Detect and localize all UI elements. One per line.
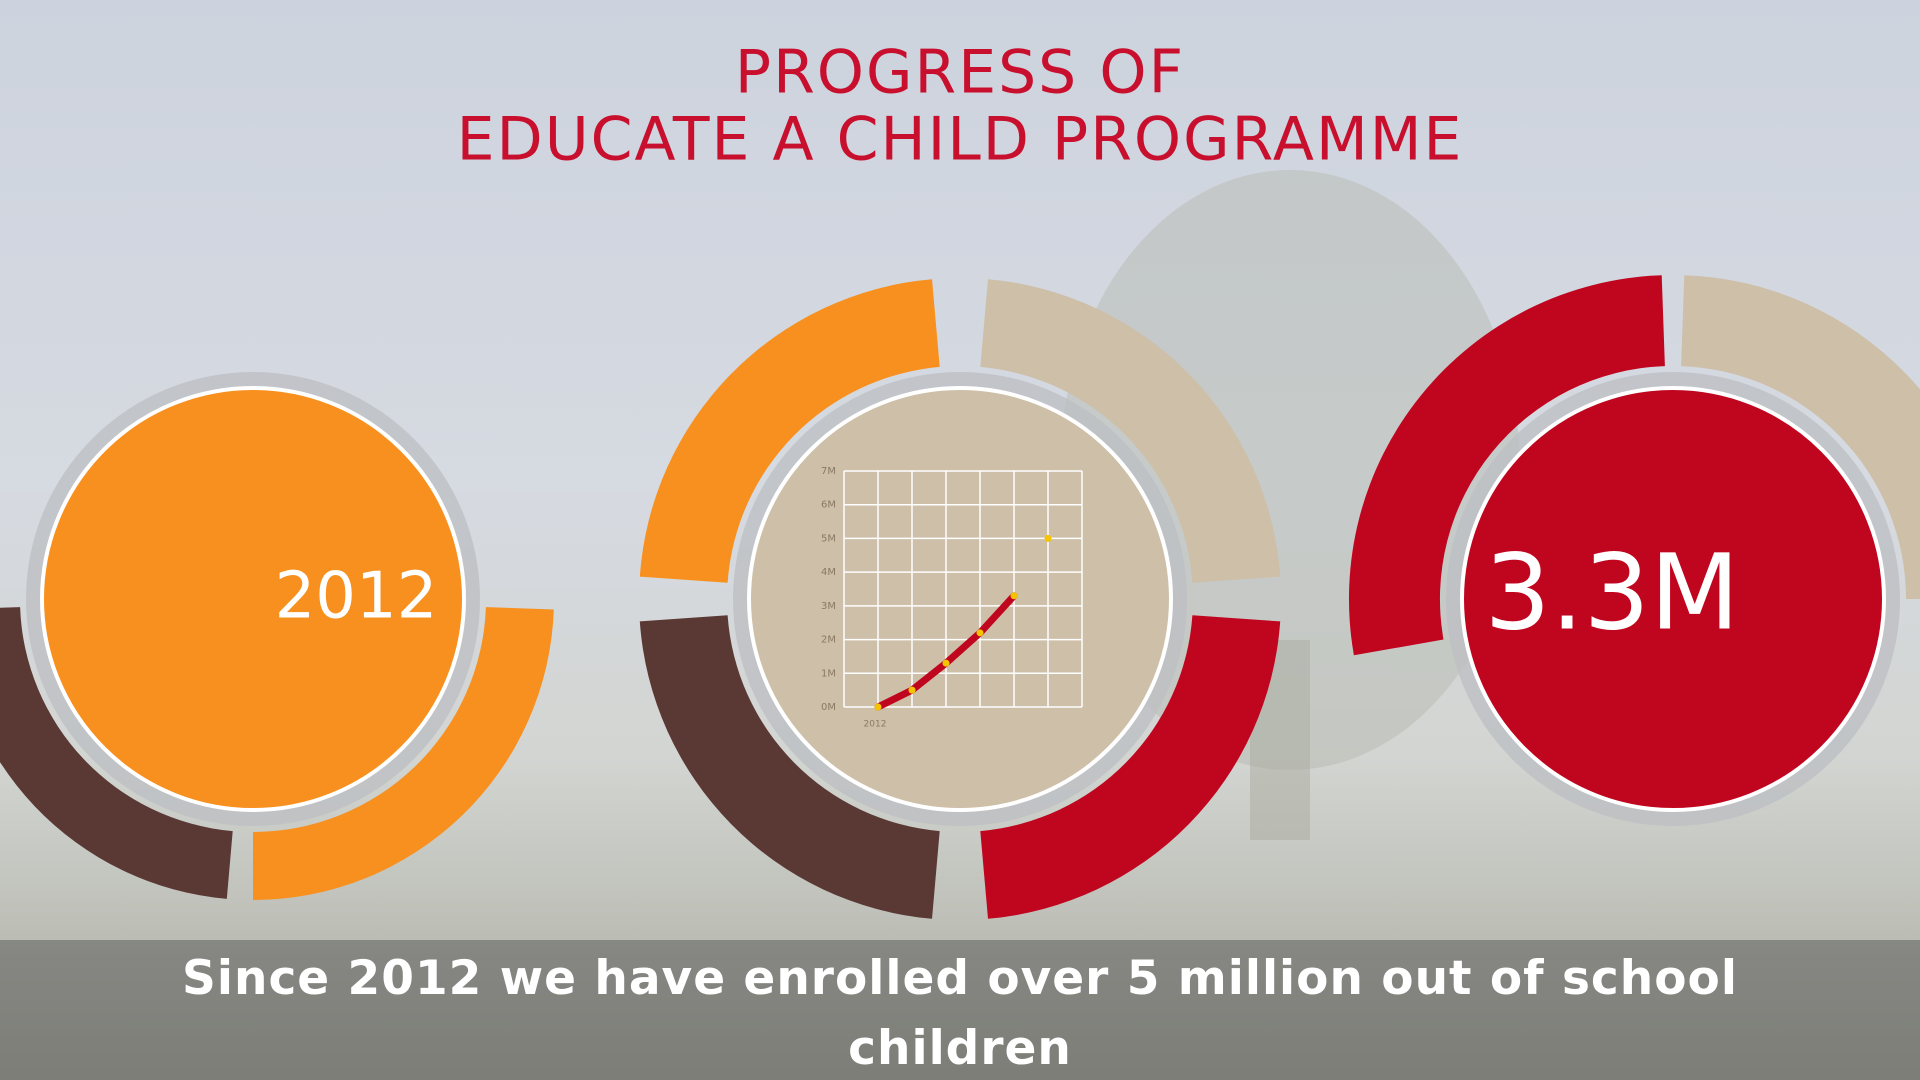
data-point xyxy=(976,629,984,637)
ring-segment xyxy=(0,607,233,899)
y-tick-label: 3M xyxy=(821,601,836,612)
y-tick-label: 0M xyxy=(821,702,836,713)
x-tick-label: 2012 xyxy=(864,720,887,730)
mini-chart: 0M 1M 2M 3M 4M 5M 6M 7M 2012 xyxy=(821,466,1083,730)
year-label: 2012 xyxy=(275,560,438,634)
ring-segment xyxy=(253,607,554,900)
ring-segment xyxy=(639,279,940,583)
ring-segment xyxy=(1681,275,1920,599)
data-point xyxy=(1010,592,1018,600)
data-point xyxy=(942,659,950,667)
disc xyxy=(747,386,1173,812)
ring-segment xyxy=(1348,275,1665,656)
y-tick-label: 1M xyxy=(821,668,836,679)
ring-segment xyxy=(980,615,1281,919)
y-tick-label: 5M xyxy=(821,533,836,544)
data-point xyxy=(874,703,882,711)
y-tick-label: 4M xyxy=(821,567,836,578)
decoration xyxy=(0,275,1920,919)
title-line: PROGRESS OF xyxy=(735,38,1185,108)
caption-bar xyxy=(0,940,1920,1080)
title-line: EDUCATE A CHILD PROGRAMME xyxy=(457,105,1464,175)
data-point xyxy=(908,686,916,694)
y-tick-label: 6M xyxy=(821,500,836,511)
y-tick-label: 2M xyxy=(821,635,836,646)
data-point xyxy=(1044,534,1052,542)
ring-segment xyxy=(639,615,940,919)
y-tick-label: 7M xyxy=(821,466,836,477)
stat-label: 3.3M xyxy=(1484,531,1739,653)
ring-segment xyxy=(980,279,1281,583)
caption: Since 2012 we have enrolled over 5 milli… xyxy=(182,951,1738,1076)
disc xyxy=(1460,386,1886,812)
disc xyxy=(40,386,466,812)
